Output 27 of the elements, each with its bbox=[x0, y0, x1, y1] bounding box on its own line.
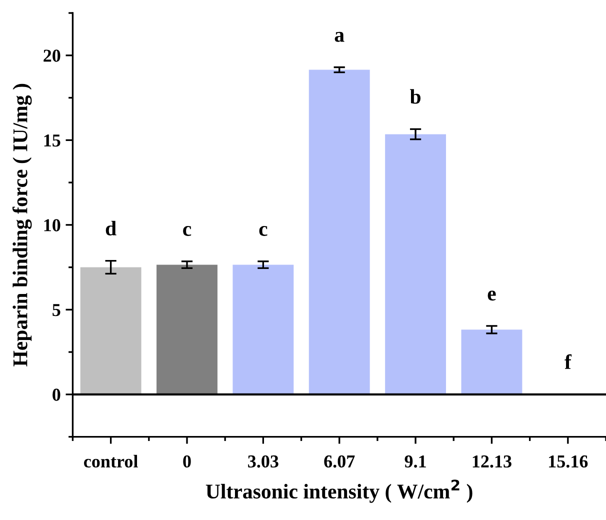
x-tick-label: control bbox=[84, 454, 138, 468]
bar bbox=[385, 134, 446, 394]
x-axis-title: Ultrasonic intensity ( W/cm$^{2}$ ) bbox=[206, 480, 472, 503]
bar bbox=[232, 264, 294, 394]
annotation: e bbox=[488, 290, 496, 301]
annotation: f bbox=[564, 354, 572, 369]
y-tick-label: 15 bbox=[44, 134, 60, 147]
y-axis-title: Heparin binding force ( IU/mg ) bbox=[12, 84, 32, 366]
y-tick-label: 5 bbox=[52, 304, 60, 316]
annotation: d bbox=[106, 220, 116, 236]
y-tick-label: 0 bbox=[52, 388, 60, 401]
x-tick-label: 6.07 bbox=[324, 455, 355, 468]
x-tick-label: 3.03 bbox=[248, 455, 278, 468]
x-tick-label: 9.1 bbox=[404, 455, 426, 468]
annotation: b bbox=[410, 89, 420, 104]
x-tick-label: 12.13 bbox=[472, 455, 512, 468]
bar bbox=[308, 70, 370, 394]
bar bbox=[461, 330, 522, 394]
bar bbox=[80, 267, 142, 394]
annotation: c bbox=[183, 226, 192, 236]
annotation: c bbox=[259, 226, 268, 236]
y-tick-label: 20 bbox=[44, 50, 60, 62]
bar bbox=[156, 264, 218, 394]
x-tick-label: 0 bbox=[183, 455, 191, 468]
x-tick-label: 15.16 bbox=[549, 455, 588, 468]
y-tick-label: 10 bbox=[44, 219, 60, 232]
annotation: a bbox=[334, 32, 344, 42]
